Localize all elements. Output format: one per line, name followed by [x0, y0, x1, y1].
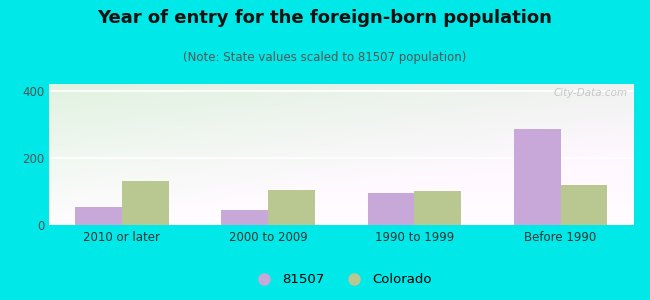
Bar	[368, 193, 415, 225]
Bar	[415, 191, 461, 225]
Bar	[268, 190, 315, 225]
Text: Year of entry for the foreign-born population: Year of entry for the foreign-born popul…	[98, 9, 552, 27]
Bar	[75, 206, 122, 225]
Text: City-Data.com: City-Data.com	[554, 88, 628, 98]
Bar	[514, 129, 560, 225]
Bar	[221, 210, 268, 225]
Legend: 81507, Colorado: 81507, Colorado	[246, 268, 437, 292]
Bar	[122, 182, 168, 225]
Bar	[560, 185, 607, 225]
Text: (Note: State values scaled to 81507 population): (Note: State values scaled to 81507 popu…	[183, 51, 467, 64]
